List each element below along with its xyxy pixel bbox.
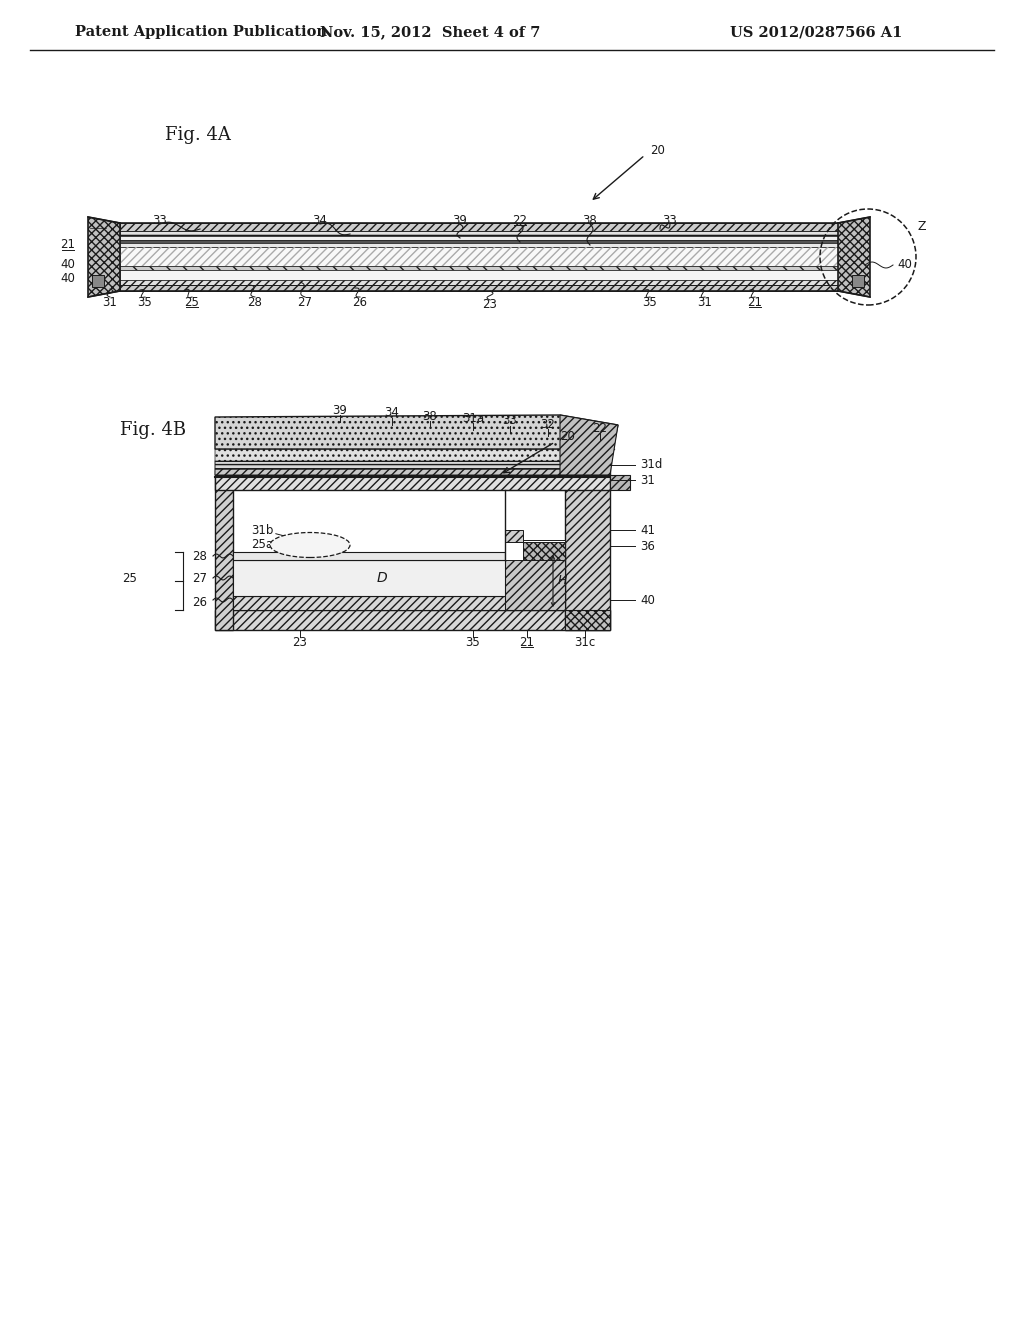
Text: 31d: 31d (640, 458, 663, 471)
Bar (565, 459, 610, 630)
Text: 36: 36 (640, 540, 655, 553)
Text: 27: 27 (193, 572, 208, 585)
Text: 23: 23 (482, 298, 498, 312)
Text: 39: 39 (333, 404, 347, 417)
Bar (215, 475, 610, 490)
Text: 40: 40 (897, 259, 912, 272)
Text: 25a: 25a (251, 539, 273, 552)
Bar (120, 240, 838, 243)
Text: 28: 28 (248, 296, 262, 309)
Text: 28: 28 (193, 549, 208, 562)
Bar (215, 470, 233, 630)
Text: 40: 40 (60, 259, 76, 272)
Bar (120, 271, 838, 280)
Text: US 2012/0287566 A1: US 2012/0287566 A1 (730, 25, 902, 40)
Text: 41: 41 (640, 524, 655, 536)
Text: 33: 33 (663, 214, 677, 227)
Bar (120, 223, 838, 231)
Polygon shape (610, 475, 630, 490)
Bar (120, 247, 838, 267)
Bar (233, 560, 565, 597)
Text: 31: 31 (102, 296, 118, 309)
Bar (565, 610, 610, 630)
Bar (120, 247, 838, 267)
Text: 31c: 31c (574, 635, 596, 648)
Text: 40: 40 (640, 594, 655, 606)
Bar (505, 540, 565, 560)
Text: 31a: 31a (462, 412, 484, 425)
Polygon shape (560, 414, 618, 475)
Text: 34: 34 (312, 214, 328, 227)
Text: 33: 33 (153, 214, 167, 227)
Text: 25: 25 (123, 572, 137, 585)
Text: 35: 35 (466, 635, 480, 648)
Text: 21: 21 (748, 296, 763, 309)
Text: 31b: 31b (251, 524, 273, 536)
Text: 38: 38 (423, 409, 437, 422)
Text: 21: 21 (519, 635, 535, 648)
Bar (92, 275, 104, 286)
Bar (852, 275, 864, 286)
Text: Fig. 4A: Fig. 4A (165, 125, 230, 144)
Bar (233, 597, 565, 610)
Ellipse shape (270, 532, 350, 557)
Text: 33: 33 (503, 414, 517, 428)
Text: Z: Z (918, 220, 927, 234)
Bar (215, 610, 610, 630)
Polygon shape (88, 216, 120, 297)
Polygon shape (838, 216, 870, 297)
Polygon shape (215, 414, 618, 449)
Text: 25: 25 (184, 296, 200, 309)
Polygon shape (215, 449, 615, 461)
Bar (120, 280, 838, 285)
Text: 39: 39 (453, 214, 467, 227)
Text: 31: 31 (697, 296, 713, 309)
Text: 22: 22 (512, 214, 527, 227)
Bar (120, 243, 838, 247)
Bar (120, 285, 838, 290)
Text: 40: 40 (60, 272, 76, 285)
Text: 22: 22 (593, 421, 607, 434)
Text: 31: 31 (640, 474, 655, 487)
Text: 26: 26 (193, 597, 208, 610)
Bar (120, 236, 838, 240)
Bar (523, 543, 565, 560)
Text: D: D (377, 572, 388, 585)
Polygon shape (215, 469, 595, 475)
Text: Patent Application Publication: Patent Application Publication (75, 25, 327, 40)
Polygon shape (215, 461, 610, 469)
Text: 27: 27 (298, 296, 312, 309)
Text: 32: 32 (541, 417, 555, 430)
Text: 26: 26 (352, 296, 368, 309)
Bar (215, 475, 610, 490)
Text: H: H (558, 574, 567, 587)
Text: 35: 35 (643, 296, 657, 309)
Text: 23: 23 (293, 635, 307, 648)
Text: 34: 34 (385, 407, 399, 420)
Bar (215, 449, 610, 461)
Text: 38: 38 (583, 214, 597, 227)
Bar (505, 552, 565, 610)
Bar (505, 531, 523, 543)
Text: Nov. 15, 2012  Sheet 4 of 7: Nov. 15, 2012 Sheet 4 of 7 (319, 25, 541, 40)
Text: 21: 21 (60, 239, 76, 252)
Bar (233, 552, 565, 560)
Text: 20: 20 (650, 144, 665, 157)
Bar (120, 267, 838, 271)
Bar (120, 231, 838, 236)
Text: 35: 35 (137, 296, 153, 309)
Text: 20: 20 (560, 430, 574, 444)
Text: Fig. 4B: Fig. 4B (120, 421, 186, 440)
